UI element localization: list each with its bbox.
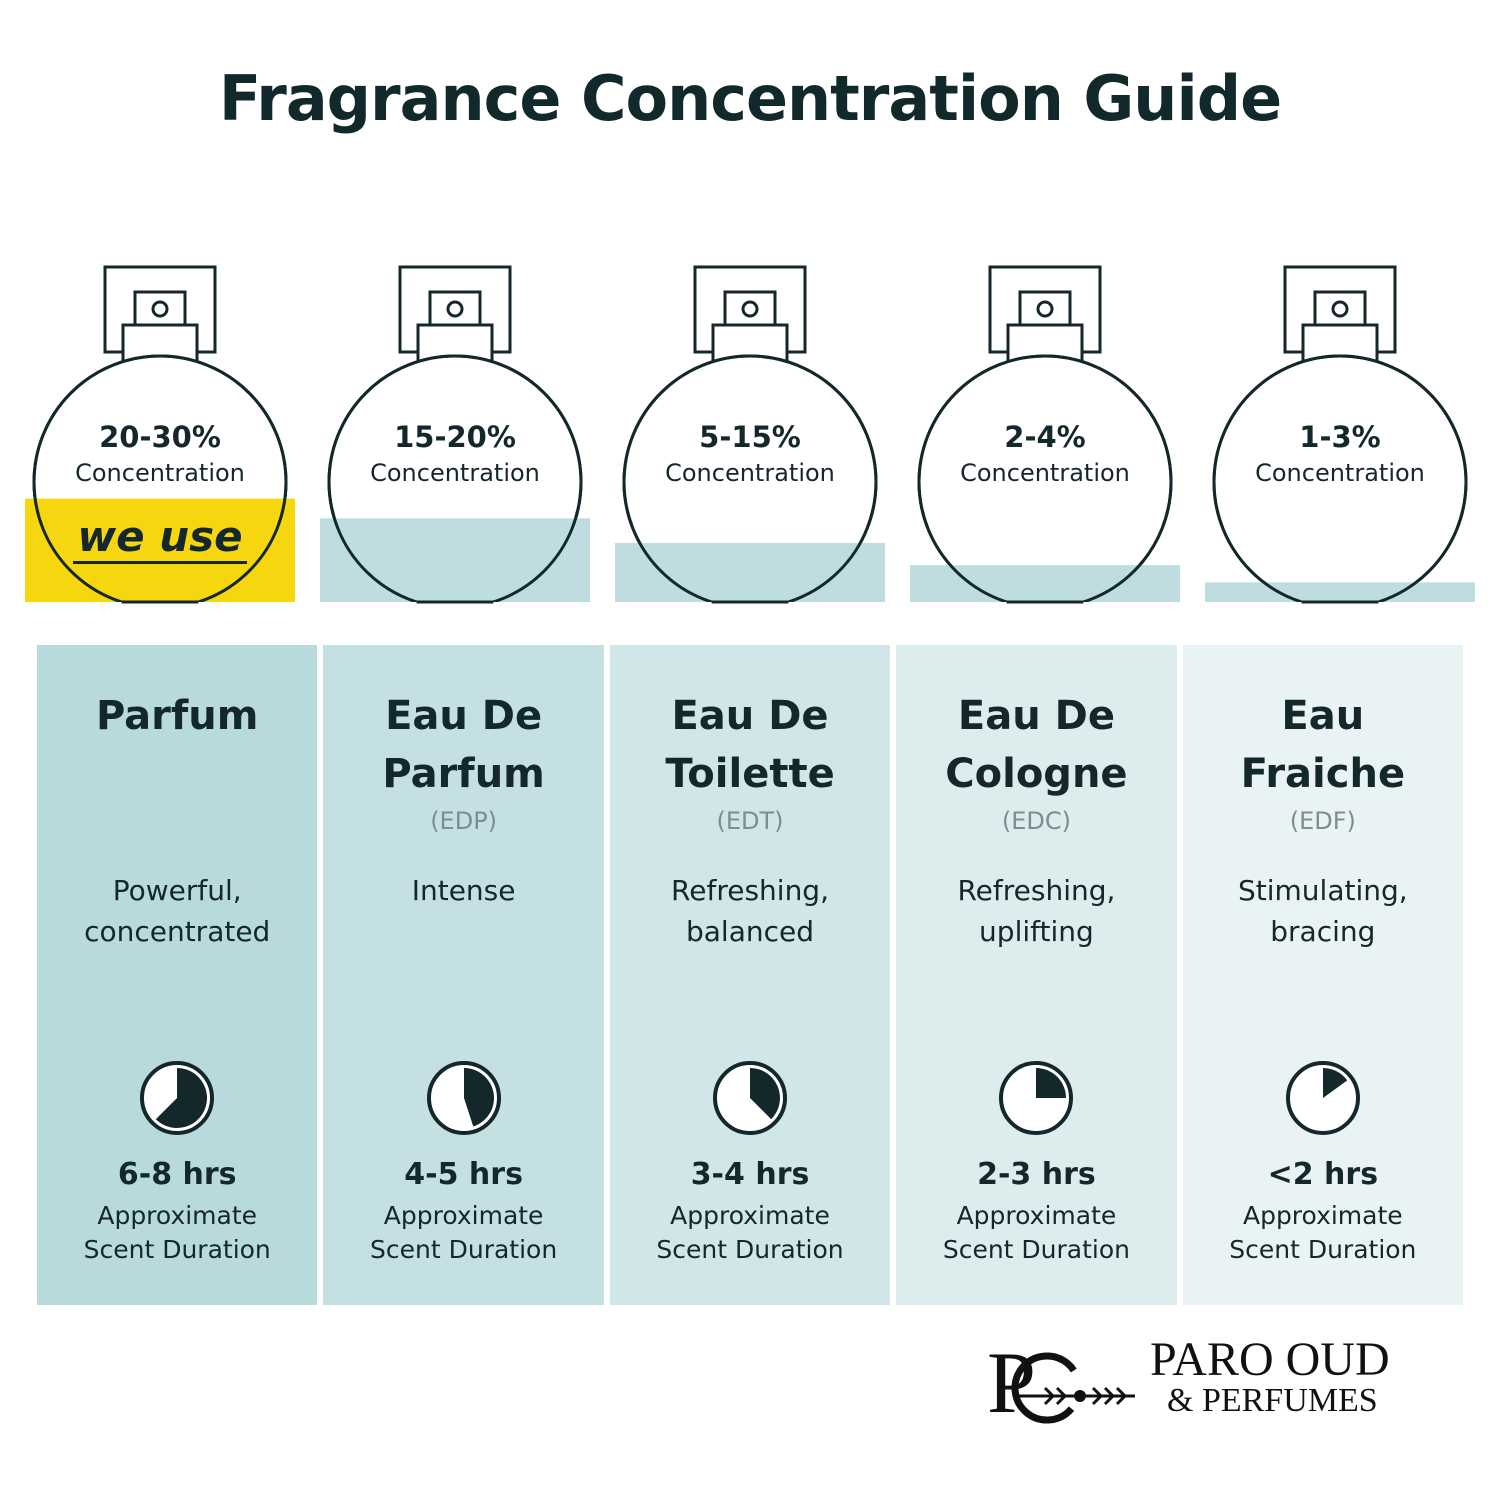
- fragrance-name: Eau De Cologne: [945, 693, 1128, 797]
- fragrance-name: Eau De Toilette: [665, 693, 835, 797]
- monogram-logo-icon: P: [987, 1335, 1135, 1432]
- fragrance-description: Refreshing, uplifting: [957, 874, 1116, 948]
- liquid-fill: [615, 542, 885, 602]
- bottle-2: 15-20% Concentration: [320, 262, 590, 607]
- concentration-percent: 15-20%: [394, 420, 516, 454]
- duration-label: Approximate Scent Duration: [83, 1201, 271, 1264]
- clock-fill-sector: [1036, 1068, 1067, 1098]
- scent-duration: 3-4 hrs: [690, 1157, 810, 1192]
- concentration-percent: 20-30%: [99, 420, 221, 454]
- fragrance-abbreviation: (EDT): [716, 807, 784, 835]
- fragrance-description: Intense: [411, 874, 516, 907]
- liquid-fill: [910, 565, 1180, 602]
- brand-logo: P PARO OUD & PERFUMES: [985, 1330, 1445, 1432]
- fragrance-column-4: Eau De Cologne (EDC) Refreshing, upliftin…: [896, 645, 1177, 1305]
- bottle-icon: [615, 265, 885, 604]
- duration-label: Approximate Scent Duration: [656, 1201, 844, 1264]
- clock-duration-icon: [713, 1061, 788, 1135]
- page-title: Fragrance Concentration Guide: [218, 62, 1282, 135]
- concentration-percent: 2-4%: [1004, 420, 1086, 454]
- concentration-label: Concentration: [75, 459, 245, 487]
- fragrance-name: Parfum: [95, 693, 259, 739]
- clock-duration-icon: [1285, 1061, 1360, 1135]
- scent-duration: 6-8 hrs: [117, 1157, 237, 1192]
- fragrance-column-1: Parfum Powerful, concentrated 6-8 hrs Ap…: [37, 645, 318, 1305]
- concentration-label: Concentration: [370, 459, 540, 487]
- we-use-badge: we use: [25, 512, 295, 564]
- fragrance-column-3: Eau De Toilette (EDT) Refreshing, balance…: [609, 645, 891, 1305]
- fragrance-abbreviation: (EDP): [430, 807, 498, 835]
- brand-name: PARO OUD: [1150, 1333, 1390, 1386]
- bottle-5: 1-3% Concentration: [1205, 262, 1475, 607]
- fragrance-column-5: Eau Fraiche (EDF) Stimulating, bracing <2…: [1182, 645, 1464, 1305]
- concentration-label: Concentration: [1255, 459, 1425, 487]
- bottle-icon: [910, 265, 1180, 604]
- clock-fill-sector: [750, 1068, 781, 1120]
- duration-label: Approximate Scent Duration: [370, 1201, 558, 1264]
- scent-duration: 2-3 hrs: [977, 1157, 1096, 1192]
- bottle-icon: [25, 265, 295, 604]
- duration-label: Approximate Scent Duration: [1229, 1201, 1417, 1264]
- liquid-fill: [1205, 582, 1475, 602]
- we-use-label: we use: [73, 512, 247, 564]
- liquid-fill: [320, 518, 590, 602]
- bottle-3: 5-15% Concentration: [615, 262, 885, 607]
- fragrance-abbreviation: (EDF): [1289, 807, 1356, 835]
- clock-fill-sector: [1322, 1068, 1348, 1098]
- fragrance-description: Stimulating, bracing: [1237, 874, 1408, 948]
- bottle-icon: [1205, 265, 1475, 604]
- fragrance-description: Powerful, concentrated: [84, 874, 271, 948]
- duration-label: Approximate Scent Duration: [942, 1201, 1130, 1264]
- bottle-1: 20-30% Concentration we use: [25, 262, 295, 607]
- concentration-label: Concentration: [665, 459, 835, 487]
- bottle-4: 2-4% Concentration: [910, 262, 1180, 607]
- concentration-percent: 5-15%: [699, 420, 801, 454]
- clock-duration-icon: [426, 1061, 501, 1135]
- brand-subtitle: & PERFUMES: [1167, 1382, 1378, 1419]
- scent-duration: <2 hrs: [1267, 1157, 1379, 1192]
- concentration-percent: 1-3%: [1299, 420, 1381, 454]
- fragrance-description: Refreshing, balanced: [671, 874, 829, 948]
- clock-duration-icon: [140, 1061, 215, 1135]
- fragrance-abbreviation: (EDC): [1001, 807, 1071, 835]
- bottle-icon: [320, 265, 590, 604]
- concentration-label: Concentration: [960, 459, 1130, 487]
- scent-duration: 4-5 hrs: [404, 1157, 523, 1192]
- fragrance-name: Eau De Parfum: [382, 693, 545, 797]
- clock-fill-sector: [463, 1068, 494, 1127]
- clock-fill-sector: [155, 1068, 208, 1128]
- fragrance-table: Parfum Powerful, concentrated 6-8 hrs Ap…: [37, 645, 1464, 1305]
- clock-duration-icon: [999, 1061, 1074, 1135]
- fragrance-column-2: Eau De Parfum (EDP) Intense 4-5 hrs Appro…: [323, 645, 604, 1305]
- liquid-fill: [25, 498, 295, 602]
- fragrance-name: Eau Fraiche: [1240, 693, 1406, 797]
